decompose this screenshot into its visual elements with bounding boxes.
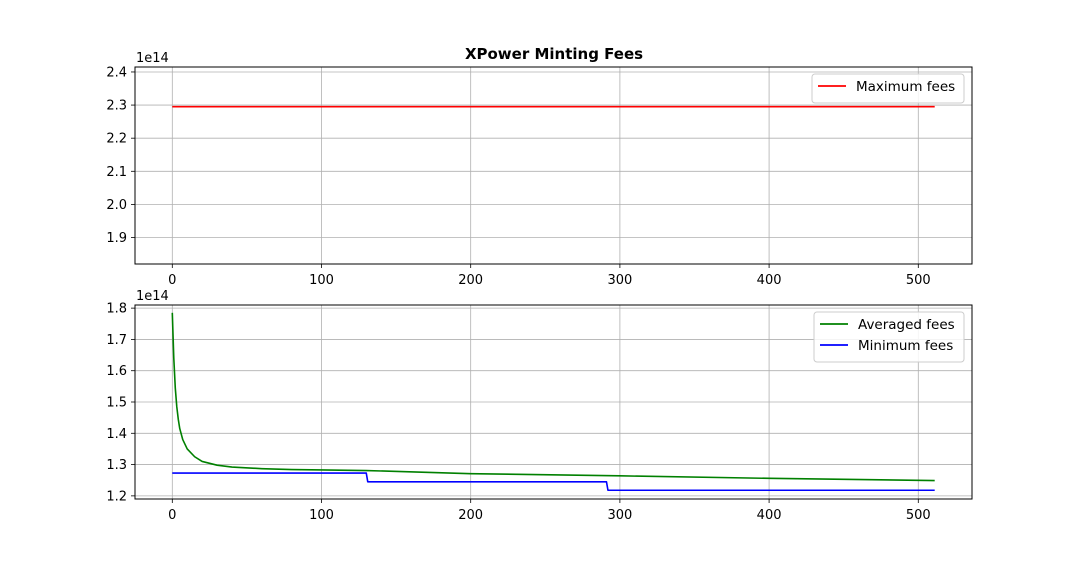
series-line-averaged-fees xyxy=(171,312,935,482)
x-tick-label: 100 xyxy=(309,273,334,288)
x-tick-label: 100 xyxy=(309,508,334,523)
x-tick-label: 500 xyxy=(906,273,931,288)
top-plot: 0 100 200 300 400 500 1.9 2.0 2.1 2.2 2.3 2.4 1e14 Ma… xyxy=(106,51,973,288)
axes-frame xyxy=(134,66,973,265)
x-tick-label: 300 xyxy=(607,508,632,523)
x-tick-label: 400 xyxy=(757,273,782,288)
y-tick-label: 1.3 xyxy=(106,458,127,473)
y-tick-label: 1.7 xyxy=(106,333,127,348)
x-tick-label: 200 xyxy=(458,508,483,523)
y-tick-label: 2.2 xyxy=(106,132,127,147)
y-tick-label: 1.2 xyxy=(106,489,127,504)
x-tick-label: 500 xyxy=(906,508,931,523)
y-tick-label: 1.8 xyxy=(106,302,127,317)
legend-label: Maximum fees xyxy=(856,79,955,95)
y-tick-label: 1.5 xyxy=(106,396,127,411)
y-tick-label: 2.4 xyxy=(106,65,127,80)
x-tick-label: 200 xyxy=(458,273,483,288)
y-tick-label: 1.9 xyxy=(106,231,127,246)
legend-label: Minimum fees xyxy=(858,338,953,354)
y-tick-label: 2.3 xyxy=(106,99,127,114)
legend-box xyxy=(811,73,965,104)
y-tick-label: 2.0 xyxy=(106,198,127,213)
y-tick-label: 2.1 xyxy=(106,165,127,180)
y-offset-label: 1e14 xyxy=(136,289,169,304)
y-tick-label: 1.6 xyxy=(106,364,127,379)
legend-label: Averaged fees xyxy=(858,317,955,333)
series-line-minimum-fees xyxy=(172,472,935,492)
bottom-plot: 0 100 200 300 400 500 1.2 1.3 1.4 1.5 1.6 1.7 1.8 1e1… xyxy=(106,289,973,523)
legend-box xyxy=(813,311,965,363)
chart-title: XPower Minting Fees xyxy=(465,45,643,63)
y-offset-label: 1e14 xyxy=(136,51,169,66)
y-tick-label: 1.4 xyxy=(106,427,127,442)
x-tick-label: 400 xyxy=(757,508,782,523)
x-tick-label: 300 xyxy=(607,273,632,288)
x-tick-label: 0 xyxy=(168,508,176,523)
x-tick-label: 0 xyxy=(168,273,176,288)
